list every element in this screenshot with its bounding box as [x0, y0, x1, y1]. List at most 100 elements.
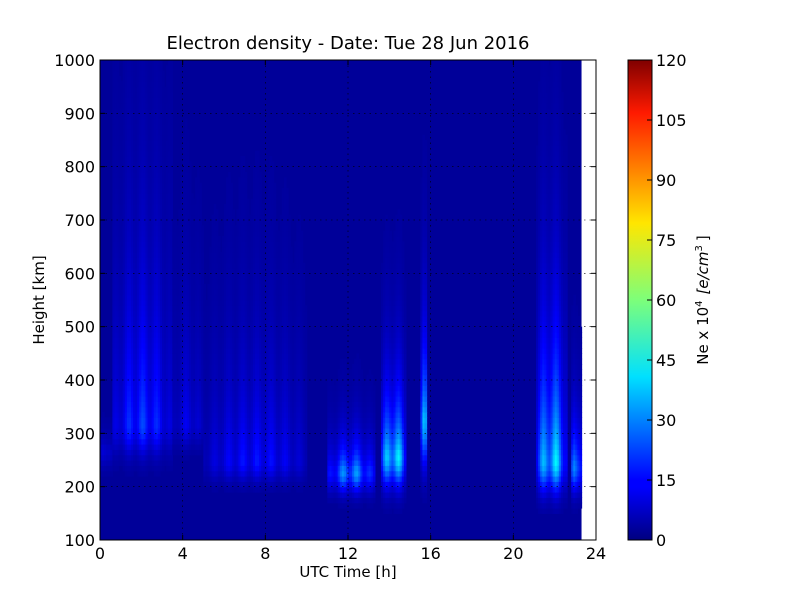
heatmap-cell — [188, 337, 192, 344]
heatmap-cell — [135, 257, 138, 264]
heatmap-cell — [112, 124, 116, 130]
heatmap-cell — [102, 422, 105, 429]
heatmap-cell — [184, 268, 188, 274]
heatmap-cell — [267, 401, 271, 408]
heatmap-cell — [250, 310, 254, 317]
heatmap-cell — [199, 230, 202, 237]
heatmap-cell — [145, 278, 149, 285]
heatmap-cell — [131, 204, 134, 210]
heatmap-cell — [236, 342, 240, 349]
heatmap-cell — [122, 321, 126, 328]
heatmap-cell — [168, 177, 171, 184]
heatmap-cell — [118, 380, 122, 386]
heatmap-cell — [184, 246, 188, 253]
heatmap-cell — [139, 417, 142, 424]
heatmap-cell — [257, 438, 260, 445]
heatmap-cell — [186, 193, 190, 200]
heatmap-cell — [128, 305, 132, 312]
heatmap-cell — [263, 337, 266, 344]
heatmap-cell — [259, 188, 262, 194]
heatmap-cell — [122, 86, 126, 93]
heatmap-cell — [236, 348, 240, 354]
heatmap-cell — [112, 428, 116, 434]
heatmap-cell — [203, 476, 206, 482]
heatmap-cell — [252, 486, 256, 493]
heatmap-cell — [143, 465, 147, 472]
heatmap-cell — [207, 481, 211, 488]
heatmap-cell — [162, 113, 165, 120]
heatmap-cell — [186, 220, 190, 226]
heatmap-cell — [211, 364, 215, 370]
heatmap-cell — [242, 433, 246, 440]
heatmap-cell — [141, 177, 144, 184]
heatmap-cell — [143, 140, 147, 146]
heatmap-cell — [234, 396, 237, 402]
heatmap-cell — [157, 220, 161, 226]
heatmap-cell — [201, 289, 204, 296]
heatmap-cell — [205, 305, 209, 312]
heatmap-cell — [170, 348, 173, 354]
heatmap-cell — [162, 353, 165, 360]
heatmap-cell — [201, 332, 204, 338]
heatmap-cell — [137, 225, 140, 232]
heatmap-cell — [259, 433, 262, 440]
heatmap-cell — [201, 422, 204, 429]
heatmap-cell — [195, 316, 198, 322]
heatmap-cell — [178, 433, 182, 440]
heatmap-cell — [151, 140, 155, 146]
heatmap-cell — [162, 252, 165, 258]
heatmap-cell — [197, 204, 200, 210]
heatmap-cell — [252, 273, 256, 280]
heatmap-cell — [133, 380, 136, 386]
heatmap-cell — [228, 236, 231, 242]
heatmap-cell — [145, 428, 149, 434]
heatmap-cell — [257, 188, 260, 194]
heatmap-cell — [149, 294, 153, 301]
heatmap-cell — [234, 364, 237, 370]
heatmap-cell — [153, 417, 157, 424]
heatmap-cell — [178, 396, 182, 402]
heatmap-cell — [217, 454, 221, 461]
heatmap-cell — [248, 316, 252, 322]
heatmap-cell — [236, 337, 240, 344]
heatmap-cell — [184, 273, 188, 280]
heatmap-cell — [168, 60, 171, 66]
heatmap-cell — [255, 374, 258, 381]
heatmap-cell — [209, 337, 213, 344]
heatmap-cell — [234, 348, 237, 354]
heatmap-cell — [193, 401, 196, 408]
heatmap-cell — [186, 145, 190, 152]
heatmap-cell — [205, 353, 209, 360]
heatmap-cell — [159, 97, 163, 104]
heatmap-cell — [159, 353, 163, 360]
heatmap-cell — [195, 417, 198, 424]
heatmap-cell — [213, 406, 217, 413]
heatmap-cell — [164, 406, 167, 413]
heatmap-cell — [124, 300, 128, 306]
heatmap-cell — [186, 380, 190, 386]
heatmap-cell — [252, 401, 256, 408]
heatmap-cell — [252, 369, 256, 376]
heatmap-cell — [248, 310, 252, 317]
heatmap-cell — [112, 134, 116, 141]
heatmap-cell — [139, 124, 142, 130]
heatmap-cell — [275, 449, 279, 456]
heatmap-cell — [203, 353, 206, 360]
heatmap-cell — [126, 444, 130, 450]
heatmap-cell — [120, 390, 124, 397]
heatmap-cell — [120, 92, 124, 98]
heatmap-cell — [186, 454, 190, 461]
heatmap-cell — [124, 230, 128, 237]
heatmap-cell — [209, 412, 213, 418]
heatmap-cell — [224, 465, 227, 472]
heatmap-cell — [114, 433, 118, 440]
heatmap-cell — [228, 332, 231, 338]
heatmap-cell — [124, 428, 128, 434]
heatmap-cell — [257, 172, 260, 178]
heatmap-cell — [137, 417, 140, 424]
heatmap-cell — [188, 438, 192, 445]
heatmap-cell — [157, 150, 161, 157]
heatmap-cell — [213, 454, 217, 461]
heatmap-cell — [255, 438, 258, 445]
heatmap-cell — [162, 204, 165, 210]
